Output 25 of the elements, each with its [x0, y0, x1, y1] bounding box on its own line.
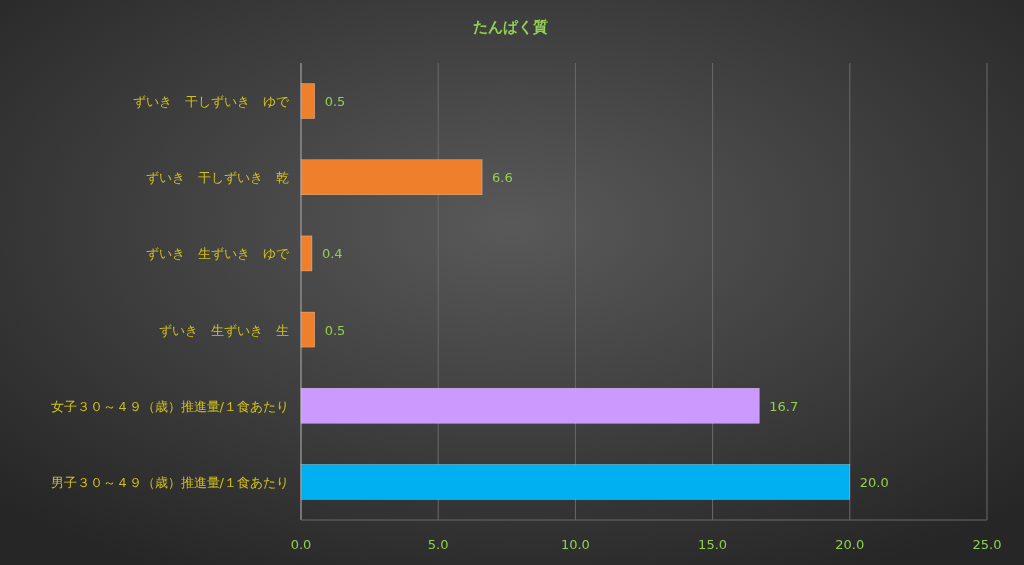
x-tick-label: 20.0: [835, 537, 865, 552]
bar: [300, 159, 483, 196]
x-tick-label: 25.0: [972, 537, 1002, 552]
x-tick-label: 10.0: [560, 537, 590, 552]
y-tick-label: ずいき 干しずいき 乾: [146, 170, 289, 186]
x-tick-label: 0.0: [290, 537, 312, 552]
data-label: 16.7: [769, 398, 799, 414]
bar: [300, 387, 760, 424]
bar: [300, 235, 313, 272]
data-label: 0.5: [324, 94, 346, 110]
y-tick-label: ずいき 生ずいき ゆで: [146, 246, 290, 262]
bar: [300, 83, 315, 119]
bar: [300, 464, 851, 500]
data-label: 20.0: [859, 474, 889, 490]
data-label: 0.4: [321, 246, 343, 262]
y-tick-label: ずいき 生ずいき 生: [159, 322, 289, 338]
data-label: 6.6: [492, 170, 513, 186]
data-label: 0.5: [324, 322, 346, 338]
y-tick-label: ずいき 干しずいき ゆで: [133, 94, 290, 110]
y-tick-label: 男子３０～４９（歳）推進量/１食あたり: [50, 474, 289, 490]
x-tick-label: 5.0: [427, 537, 449, 552]
bar: [300, 311, 315, 348]
x-tick-label: 15.0: [698, 537, 728, 552]
y-tick-label: 女子３０～４９（歳）推進量/１食あたり: [50, 398, 289, 414]
chart-title: たんぱく質: [472, 18, 548, 36]
